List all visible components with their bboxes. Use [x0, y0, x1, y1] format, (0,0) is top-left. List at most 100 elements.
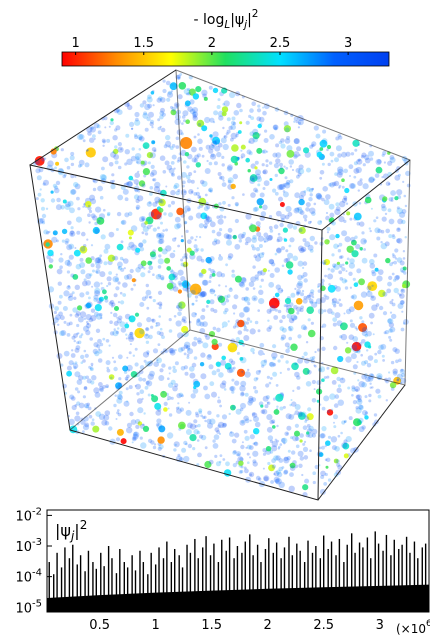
volume-speck: [344, 313, 346, 315]
volume-speck: [338, 270, 342, 274]
volume-speck: [231, 379, 234, 382]
volume-speck: [353, 168, 359, 174]
volume-speck: [177, 160, 180, 163]
volume-speck: [126, 427, 132, 433]
volume-speck: [188, 216, 193, 221]
volume-speck: [344, 453, 349, 458]
volume-speck: [208, 189, 211, 192]
volume-speck: [388, 183, 390, 185]
volume-speck: [268, 235, 273, 240]
volume-speck: [190, 236, 193, 239]
volume-speck: [309, 299, 314, 304]
volume-speck: [268, 435, 273, 440]
volume-speck: [385, 229, 390, 234]
volume-speck: [259, 370, 262, 373]
volume-speck: [337, 166, 343, 172]
volume-speck: [192, 447, 195, 450]
volume-speck: [312, 398, 317, 403]
volume-speck: [367, 286, 372, 291]
volume-speck: [174, 168, 176, 170]
volume-speck: [234, 244, 240, 250]
volume-speck: [195, 295, 198, 298]
volume-speck: [194, 239, 196, 241]
volume-speck: [74, 176, 76, 178]
volume-speck: [205, 168, 211, 174]
volume-speck: [284, 258, 289, 263]
volume-speck: [357, 180, 363, 186]
volume-speck: [214, 161, 218, 165]
volume-speck: [252, 412, 256, 416]
volume-speck: [299, 433, 304, 438]
volume-speck: [158, 258, 164, 264]
volume-speck: [263, 353, 265, 355]
volume-speck: [261, 279, 264, 282]
volume-speck: [148, 335, 153, 340]
volume-speck: [252, 265, 255, 268]
volume-speck: [147, 219, 150, 222]
volume-speck: [64, 321, 67, 324]
volume-speck: [197, 318, 200, 321]
volume-speck: [121, 327, 127, 333]
volume-speck: [338, 299, 341, 302]
volume-speck: [264, 138, 269, 143]
volume-speck: [294, 362, 297, 365]
volume-speck: [77, 207, 80, 210]
volume-speck: [77, 134, 83, 140]
volume-speck: [197, 153, 201, 157]
volume-speck: [102, 156, 108, 162]
volume-speck: [257, 108, 261, 112]
volume-speck: [326, 212, 328, 214]
volume-speck: [146, 317, 151, 322]
volume-speck: [275, 174, 278, 177]
volume-speck: [71, 353, 76, 358]
volume-speck: [115, 278, 119, 282]
volume-speck: [93, 342, 98, 347]
volume-speck: [63, 200, 67, 204]
volume-speck: [328, 183, 331, 186]
volume-speck: [399, 212, 405, 218]
volume-speck: [346, 211, 350, 215]
volume-speck: [117, 281, 120, 284]
volume-speck: [354, 326, 357, 329]
volume-speck: [185, 372, 189, 376]
volume-speck: [285, 167, 288, 170]
volume-speck: [239, 109, 243, 113]
volume-speck: [353, 400, 357, 404]
volume-speck: [345, 286, 348, 289]
volume-speck: [72, 405, 77, 410]
volume-speck: [241, 145, 246, 150]
volume-speck: [117, 195, 123, 201]
volume-speck: [83, 424, 89, 430]
volume-speck: [344, 420, 347, 423]
volume-speck: [109, 126, 111, 128]
volume-speck: [346, 342, 348, 344]
volume-speck: [333, 346, 337, 350]
volume-speck: [259, 205, 262, 208]
volume-speck: [156, 233, 162, 239]
volume-speck: [231, 274, 235, 278]
volume-speck: [313, 481, 316, 484]
volume-speck: [377, 350, 381, 354]
volume-speck: [163, 407, 168, 412]
volume-speck: [91, 421, 95, 425]
volume-speck: [231, 184, 236, 189]
volume-speck: [140, 272, 145, 277]
volume-speck: [96, 313, 102, 319]
volume-speck: [136, 199, 140, 203]
volume-speck: [200, 180, 205, 185]
volume-speck: [215, 427, 220, 432]
volume-speck: [235, 276, 242, 283]
volume-speck: [325, 296, 329, 300]
volume-speck: [391, 299, 393, 301]
volume-speck: [247, 369, 249, 371]
volume-speck: [250, 176, 256, 182]
volume-speck: [147, 95, 152, 100]
volume-speck: [100, 174, 106, 180]
volume-speck: [189, 99, 194, 104]
volume-speck: [220, 176, 224, 180]
volume-speck: [104, 296, 108, 300]
volume-speck: [216, 216, 219, 219]
volume-speck: [80, 269, 85, 274]
volume-speck: [358, 405, 363, 410]
volume-speck: [84, 350, 87, 353]
